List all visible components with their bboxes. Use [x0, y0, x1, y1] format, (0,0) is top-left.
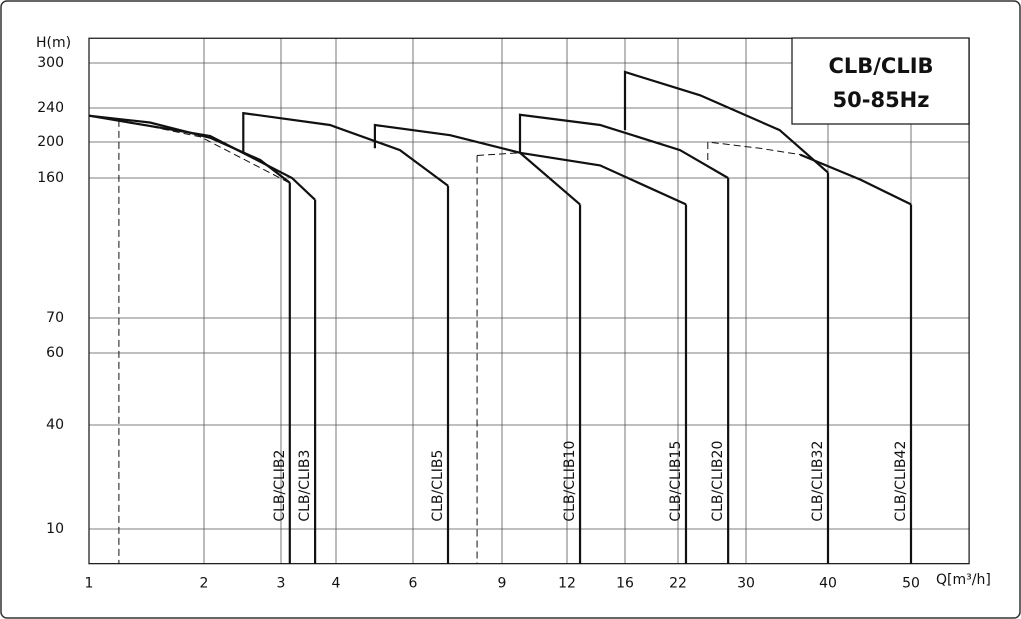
y-tick-label: 40: [46, 417, 64, 433]
series-label: CLB/CLIB20: [710, 441, 726, 522]
title-box: [791, 37, 970, 125]
x-tick-label: 2: [200, 576, 209, 592]
pump-curve: [799, 153, 912, 206]
y-tick-label: 70: [46, 310, 64, 326]
y-tick-label: 10: [46, 521, 64, 537]
dashed-curve: [477, 152, 521, 156]
y-tick-label: 200: [37, 134, 64, 150]
x-tick-label: 3: [277, 576, 286, 592]
x-tick-label: 12: [558, 576, 576, 592]
pump-curve: [519, 151, 687, 206]
pump-curve: [242, 111, 449, 187]
series-label: CLB/CLIB10: [562, 441, 578, 522]
series-label: CLB/CLIB42: [893, 441, 909, 522]
chart-title: CLB/CLIB: [828, 54, 933, 78]
dashed-curve: [707, 141, 801, 160]
pump-curve: [518, 113, 729, 179]
x-axis-label: Q[m³/h]: [936, 572, 991, 588]
chart-subtitle: 50-85Hz: [833, 88, 930, 112]
pump-curve: [623, 70, 829, 174]
x-tick-label: 16: [616, 576, 634, 592]
y-tick-label: 160: [37, 170, 64, 186]
series-label: CLB/CLIB15: [668, 441, 684, 522]
series-label: CLB/CLIB32: [810, 441, 826, 522]
x-tick-label: 40: [819, 576, 837, 592]
pump-curve: [88, 114, 316, 201]
series-label: CLB/CLIB5: [430, 450, 446, 522]
x-tick-label: 9: [498, 576, 507, 592]
pump-curve: [373, 123, 581, 206]
plot-area: 1 2 3 4 6 9 12 16 22 30 40 5010406070160200240300CL…: [37, 37, 970, 592]
y-tick-label: 300: [37, 55, 64, 71]
x-tick-label: 4: [332, 576, 341, 592]
y-tick-label: 60: [46, 345, 64, 361]
x-tick-label: 22: [669, 576, 687, 592]
plot-border: [88, 37, 970, 565]
y-axis-label: H(m): [36, 35, 71, 51]
x-tick-label: 50: [902, 576, 920, 592]
series-label: CLB/CLIB2: [272, 450, 288, 522]
x-tick-label: 6: [409, 576, 418, 592]
x-tick-label: 1: [85, 576, 94, 592]
x-tick-label: 30: [737, 576, 755, 592]
series-label: CLB/CLIB3: [297, 450, 313, 522]
y-tick-label: 240: [37, 100, 64, 116]
